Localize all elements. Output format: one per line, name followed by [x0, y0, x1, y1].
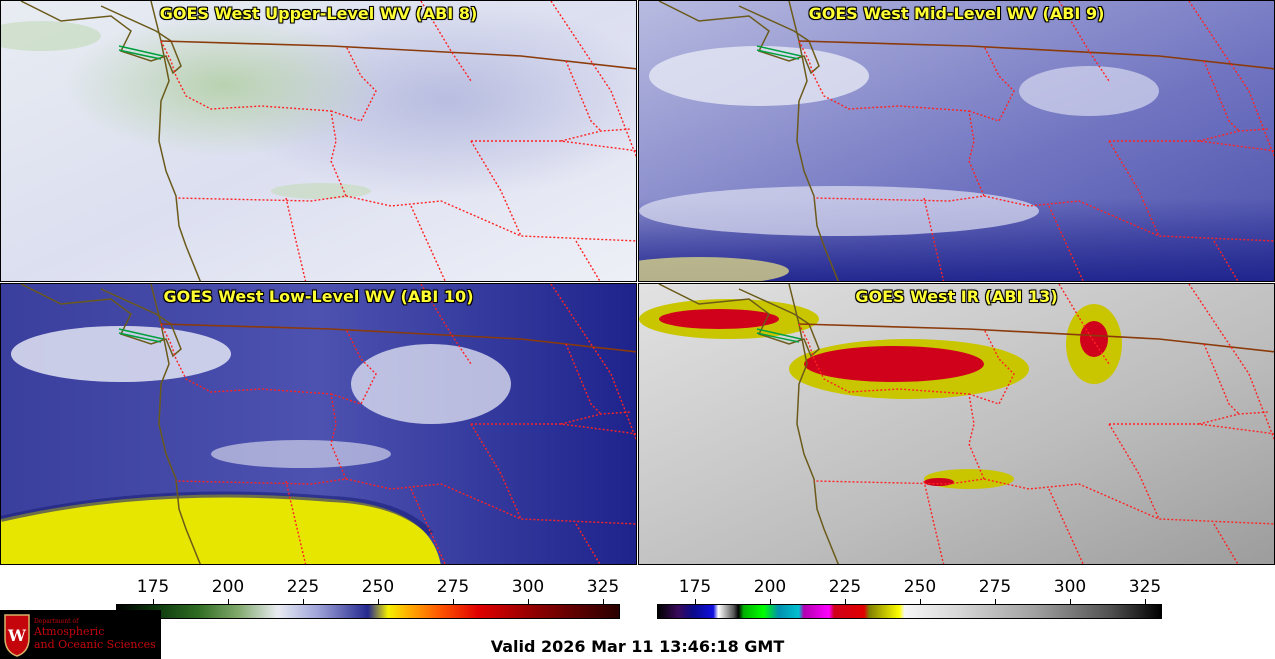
panel-title: GOES West Low-Level WV (ABI 10): [163, 287, 474, 306]
uw-crest-icon: W: [4, 614, 30, 657]
tick-mark: [378, 599, 379, 604]
tick-label: 175: [136, 577, 170, 597]
map-border: [1188, 284, 1274, 441]
uw-aos-logo: W Department of Atmospheric and Oceanic …: [0, 610, 161, 659]
map-border: [1188, 1, 1274, 158]
map-border: [160, 323, 348, 485]
logo-line1: Atmospheric: [34, 625, 105, 638]
logo-line2: and Oceanic Sciences: [34, 638, 156, 651]
map-border: [330, 328, 377, 405]
map-border: [550, 1, 636, 158]
map-border: [345, 195, 636, 242]
tick-mark: [303, 599, 304, 604]
tick-mark: [228, 599, 229, 604]
map-border: [1198, 411, 1270, 425]
panel-mid-wv: GOES West Mid-Level WV (ABI 9): [638, 0, 1275, 282]
tick-label: 225: [286, 577, 320, 597]
map-border: [285, 480, 307, 564]
map-border: [968, 45, 1015, 122]
ir-colorbar-gradient: [657, 604, 1162, 619]
tick-mark: [153, 599, 154, 604]
map-border: [160, 323, 636, 353]
tick-mark: [528, 599, 529, 604]
tick-label: 300: [1053, 577, 1087, 597]
panel-title: GOES West Mid-Level WV (ABI 9): [808, 4, 1105, 23]
map-border: [983, 478, 1274, 525]
tick-label: 200: [753, 577, 787, 597]
panel-title: GOES West Upper-Level WV (ABI 8): [159, 4, 478, 23]
tick-label: 200: [211, 577, 245, 597]
wv-colorbar-ticks: 175 200 225 250 275 300 325: [116, 577, 620, 599]
map-border: [798, 40, 1274, 70]
map-border: [330, 45, 377, 122]
tick-label: 325: [586, 577, 620, 597]
panel-ir: GOES West IR (ABI 13): [638, 283, 1275, 565]
map-border: [798, 40, 986, 202]
valid-timestamp: Valid 2026 Mar 11 13:46:18 GMT: [490, 637, 785, 656]
tick-label: 175: [678, 577, 712, 597]
map-border: [788, 1, 839, 281]
map-border: [923, 480, 945, 564]
svg-text:W: W: [7, 626, 27, 645]
map-border: [550, 284, 636, 441]
wv-colorbar-gradient: [116, 604, 620, 619]
map-border: [565, 343, 602, 415]
logo-dept: Department of: [34, 618, 79, 625]
map-border: [1203, 60, 1240, 132]
tick-label: 325: [1128, 577, 1162, 597]
tick-label: 275: [978, 577, 1012, 597]
low-wv-imagery: [1, 284, 636, 564]
tick-mark: [920, 599, 921, 604]
ir-imagery: [639, 284, 1274, 564]
map-border: [1198, 128, 1270, 142]
panel-title: GOES West IR (ABI 13): [855, 287, 1058, 306]
map-border: [756, 45, 802, 60]
tick-mark: [603, 599, 604, 604]
map-border: [160, 40, 348, 202]
tick-label: 275: [436, 577, 470, 597]
upper-wv-imagery: [1, 1, 636, 281]
map-border: [788, 284, 839, 564]
map-border: [983, 195, 1274, 242]
map-border: [285, 197, 307, 281]
map-border: [118, 45, 164, 60]
map-border: [756, 328, 802, 343]
map-border: [560, 128, 632, 142]
map-border: [150, 284, 201, 564]
tick-mark: [1145, 599, 1146, 604]
map-border: [575, 240, 601, 281]
tick-mark: [845, 599, 846, 604]
tick-label: 250: [903, 577, 937, 597]
map-border: [968, 328, 1015, 405]
map-border: [798, 323, 986, 485]
map-border: [150, 1, 201, 281]
ir-colorbar: 175 200 225 250 275 300 325: [657, 577, 1162, 622]
tick-label: 225: [828, 577, 862, 597]
map-border: [1213, 240, 1239, 281]
tick-mark: [995, 599, 996, 604]
map-border: [1213, 523, 1239, 564]
tick-mark: [1070, 599, 1071, 604]
map-border: [798, 323, 1274, 353]
map-border: [118, 328, 164, 343]
map-border: [345, 478, 636, 525]
tick-label: 300: [511, 577, 545, 597]
map-border: [923, 197, 945, 281]
tick-label: 250: [361, 577, 395, 597]
tick-mark: [453, 599, 454, 604]
tick-mark: [770, 599, 771, 604]
map-border: [160, 40, 636, 70]
map-border: [1203, 343, 1240, 415]
map-border: [565, 60, 602, 132]
mid-wv-imagery: [639, 1, 1274, 281]
tick-mark: [695, 599, 696, 604]
ir-colorbar-ticks: 175 200 225 250 275 300 325: [657, 577, 1162, 599]
wv-colorbar: 175 200 225 250 275 300 325: [116, 577, 620, 622]
map-border: [575, 523, 601, 564]
panel-low-wv: GOES West Low-Level WV (ABI 10): [0, 283, 637, 565]
map-border: [560, 411, 632, 425]
panel-upper-wv: GOES West Upper-Level WV (ABI 8): [0, 0, 637, 282]
